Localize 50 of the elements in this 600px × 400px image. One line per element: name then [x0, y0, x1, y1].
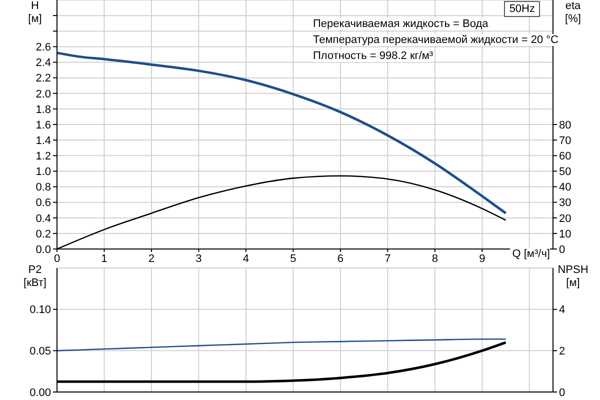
y-axis-title: H [м]: [27, 0, 43, 26]
x-tick-label: 2: [148, 252, 155, 265]
y-tick-label: 2.4: [36, 57, 51, 70]
x-tick-label: 8: [432, 252, 438, 265]
y-tick-label: 1.4: [36, 134, 51, 147]
y-tick-label: 1.6: [36, 119, 51, 132]
x-tick-label: 7: [384, 252, 391, 265]
y-tick-label: 0.6: [36, 197, 51, 210]
y2-tick-label: 70: [559, 134, 572, 147]
y-tick-label: 2.6: [36, 42, 51, 54]
x-tick-label: 3: [196, 252, 202, 265]
y2-tick-label: 2: [559, 346, 566, 358]
line-series: [57, 338, 506, 352]
y-tick-label: 0.05: [30, 346, 51, 358]
y2-tick-label: 80: [559, 119, 572, 132]
annotation: Плотность = 998.2 кг/м³: [313, 50, 434, 62]
y2-tick-label: 10: [559, 228, 572, 240]
y-tick-label: 0.0: [36, 244, 51, 256]
y2-tick-label: 0: [559, 244, 566, 256]
x-tick-label: 5: [290, 252, 296, 265]
y2-tick-label: 30: [559, 197, 572, 210]
x-tick-label: 0: [54, 252, 60, 265]
y2-tick-label: 40: [559, 182, 572, 194]
y-tick-label: 1.0: [36, 166, 51, 178]
y-tick-label: 2.0: [36, 88, 51, 100]
y2-tick-label: 60: [559, 150, 572, 163]
y2-tick-label: 50: [559, 166, 572, 178]
x-axis-title: Q [м³/ч]: [510, 248, 550, 260]
line-series: [57, 52, 508, 214]
x-tick-label: 9: [479, 252, 486, 265]
x-tick-label: 6: [337, 252, 344, 265]
y-tick-label: 0.2: [36, 228, 51, 240]
y-axis-title: P2 [кВт]: [22, 264, 48, 290]
annotation: Перекачиваемая жидкость = Вода: [313, 18, 488, 30]
y-tick-label: 0.8: [36, 182, 51, 194]
y2-axis-title: eta [%]: [564, 0, 582, 26]
x-tick-label: 1: [101, 252, 108, 265]
y-tick-label: 0.4: [36, 212, 51, 225]
y-tick-label: 0.10: [30, 304, 51, 316]
y2-axis-title: NPSH [м]: [556, 264, 590, 290]
y2-tick-label: 20: [559, 212, 572, 225]
y-tick-label: 0.00: [30, 386, 51, 399]
y-tick-label: 1.2: [36, 150, 51, 163]
annotation: Температура перекачиваемой жидкости = 20 °C: [313, 34, 558, 46]
y2-tick-label: 0: [559, 386, 566, 399]
x-tick-label: 4: [242, 252, 250, 265]
y-tick-label: 2.2: [36, 72, 51, 85]
y-tick-label: 1.8: [36, 104, 51, 116]
y2-tick-label: 4: [559, 304, 566, 316]
chart-title: 50Hz: [504, 1, 540, 17]
